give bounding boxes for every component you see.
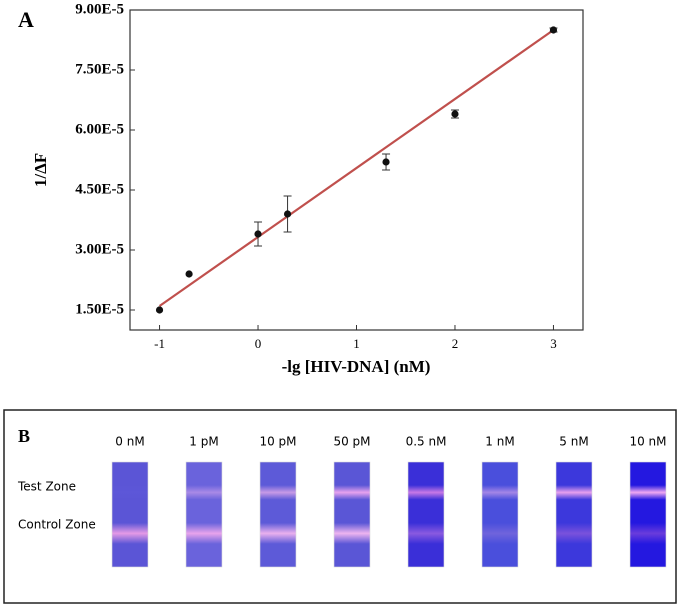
data-point xyxy=(254,230,262,238)
strip-label: 10 pM xyxy=(259,435,296,449)
test-strip xyxy=(259,461,297,568)
y-axis-label: 1/ΔF xyxy=(31,153,50,187)
strip-label: 0 nM xyxy=(115,435,144,449)
row-label: Control Zone xyxy=(18,518,96,532)
x-tick-label: -1 xyxy=(154,336,165,351)
fit-line xyxy=(158,29,555,307)
x-tick-label: 0 xyxy=(255,336,262,351)
y-tick-label: 4.50E-5 xyxy=(75,181,124,197)
y-tick-label: 3.00E-5 xyxy=(75,241,124,257)
y-tick-label: 6.00E-5 xyxy=(75,121,124,137)
data-point xyxy=(451,110,459,118)
test-strip xyxy=(111,461,149,568)
test-strip xyxy=(629,461,667,568)
x-tick-label: 2 xyxy=(452,336,459,351)
y-tick-label: 9.00E-5 xyxy=(75,1,124,17)
data-point xyxy=(382,158,390,166)
data-point xyxy=(155,306,164,314)
x-tick-label: 3 xyxy=(550,336,557,351)
strip-label: 50 pM xyxy=(333,435,370,449)
x-axis-label: -lg [HIV-DNA] (nM) xyxy=(282,357,431,376)
strip-label: 1 pM xyxy=(189,435,218,449)
strip-label: 5 nM xyxy=(559,435,588,449)
test-strip xyxy=(481,461,519,568)
data-point xyxy=(283,210,292,218)
y-tick-label: 1.50E-5 xyxy=(75,301,124,317)
test-strip xyxy=(555,461,593,568)
strip-label: 0.5 nM xyxy=(406,435,447,449)
data-point xyxy=(549,26,558,34)
panel-label: B xyxy=(18,426,30,446)
test-strip xyxy=(333,461,371,568)
data-point xyxy=(185,270,193,278)
strip-label: 1 nM xyxy=(485,435,514,449)
x-tick-label: 1 xyxy=(353,336,360,351)
panel-b-frame xyxy=(3,409,677,604)
test-strip xyxy=(185,461,223,568)
row-label: Test Zone xyxy=(17,480,76,494)
y-tick-label: 7.50E-5 xyxy=(75,61,124,77)
panel-label: A xyxy=(18,7,34,32)
test-strip xyxy=(407,461,445,568)
strip-label: 10 nM xyxy=(629,435,666,449)
